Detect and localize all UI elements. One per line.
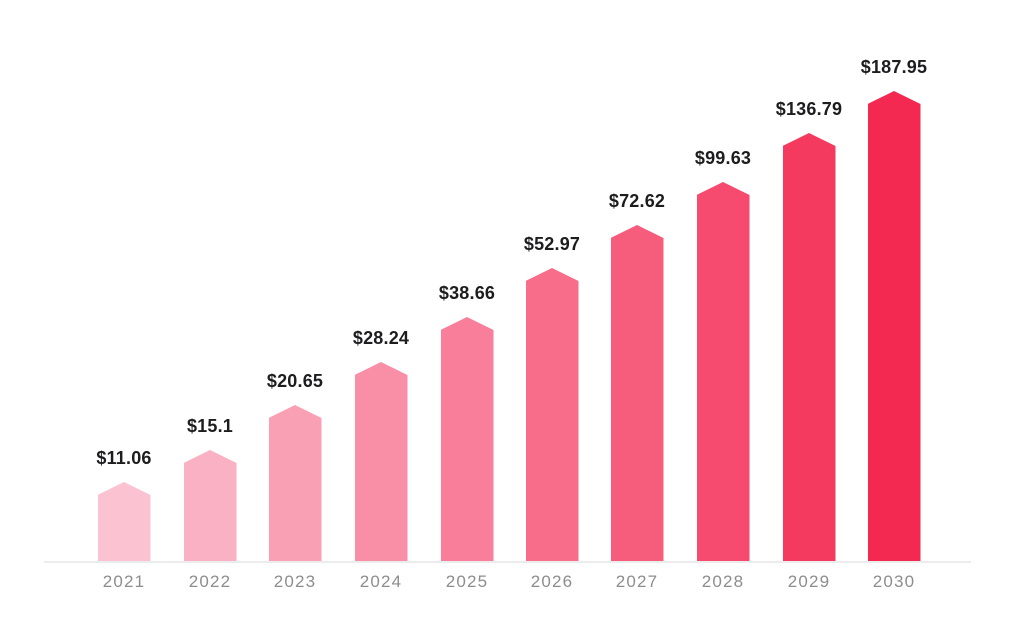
bar-2024 <box>354 362 408 561</box>
x-tick-label: 2021 <box>102 572 146 591</box>
bar-value-label: $11.06 <box>96 448 152 468</box>
x-tick-label: 2030 <box>872 572 916 591</box>
bar-value-label: $99.63 <box>694 148 752 168</box>
x-tick-label: 2023 <box>273 572 317 591</box>
bar-2025 <box>440 317 494 561</box>
bar-value-label: $20.65 <box>266 371 324 391</box>
bar-value-label: $28.24 <box>352 328 410 348</box>
bar-2027 <box>610 225 664 561</box>
bar-value-label: $187.95 <box>860 57 928 77</box>
bar-2023 <box>268 405 322 561</box>
bar-value-label: $15.1 <box>186 416 234 436</box>
x-tick-label: 2027 <box>615 572 659 591</box>
x-axis-line <box>44 561 971 563</box>
x-tick-label: 2029 <box>787 572 831 591</box>
bar-value-label: $72.62 <box>608 191 666 211</box>
x-tick-label: 2024 <box>359 572 403 591</box>
x-tick-label: 2022 <box>188 572 232 591</box>
x-tick-label: 2026 <box>530 572 574 591</box>
bar-2022 <box>183 450 237 561</box>
bar-value-label: $52.97 <box>523 234 581 254</box>
bar-2029 <box>782 133 836 561</box>
bar-2021 <box>97 482 151 561</box>
bar-value-label: $38.66 <box>438 283 496 303</box>
bar-2030 <box>867 91 921 561</box>
x-tick-label: 2028 <box>701 572 745 591</box>
bar-value-label: $136.79 <box>775 99 843 119</box>
x-tick-label: 2025 <box>445 572 489 591</box>
bar-2028 <box>696 182 750 561</box>
bar-2026 <box>525 268 579 561</box>
